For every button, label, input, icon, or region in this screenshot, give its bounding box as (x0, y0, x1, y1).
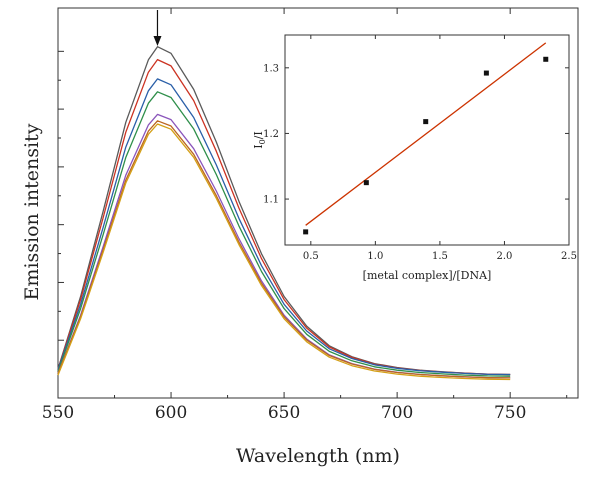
inset-data-points (303, 56, 549, 235)
spectrum-line-3 (57, 78, 511, 376)
inset-y-tick-label: 1.3 (263, 63, 279, 74)
main-x-tick-label: 700 (381, 403, 413, 423)
main-x-tick-label: 650 (268, 403, 300, 423)
inset-y-axis-label: I0/I (252, 131, 267, 149)
inset-data-point (543, 56, 549, 62)
main-plot-frame (57, 7, 579, 399)
peak-arrow-head (153, 36, 162, 46)
main-x-tick-label: 600 (155, 403, 187, 423)
inset-fit-line-path (305, 42, 547, 226)
inset-data-point (363, 180, 369, 186)
inset-y-tick-label: 1.1 (263, 195, 279, 206)
inset-fit-line (305, 42, 547, 226)
inset-data-point (483, 70, 489, 76)
inset-y-label-tail: /I (252, 131, 265, 139)
inset-x-axis-label: [metal complex]/[DNA] (363, 269, 492, 282)
main-x-tick-label: 750 (494, 403, 526, 423)
inset-ticks: 0.5 1.0 1.5 2.0 2.5 1.1 1.2 1.3 (263, 35, 577, 262)
inset-x-tick-label: 1.5 (432, 251, 448, 262)
spectrum-line-6 (57, 120, 511, 379)
main-x-tick-label: 550 (42, 403, 74, 423)
inset-y-label-main: I (252, 144, 265, 148)
spectrum-line-4 (57, 91, 511, 377)
inset-x-tick-label: 1.0 (367, 251, 383, 262)
inset-y-label-sub: 0 (258, 139, 267, 144)
peak-arrow (153, 10, 162, 46)
inset-x-tick-label: 2.0 (497, 251, 513, 262)
main-ticks: 550 600 650 700 750 (42, 8, 568, 423)
spectrum-line-7 (57, 123, 511, 381)
inset-x-tick-label: 2.5 (561, 251, 577, 262)
inset-y-tick-label: 1.2 (263, 129, 279, 140)
inset-plot-frame (284, 34, 570, 246)
inset-data-point (423, 119, 429, 125)
main-y-axis-label: Emission intensity (21, 123, 43, 300)
main-x-axis-label: Wavelength (nm) (236, 445, 400, 467)
main-series (57, 46, 511, 381)
inset-x-tick-label: 0.5 (303, 251, 319, 262)
inset-data-point (303, 229, 309, 235)
